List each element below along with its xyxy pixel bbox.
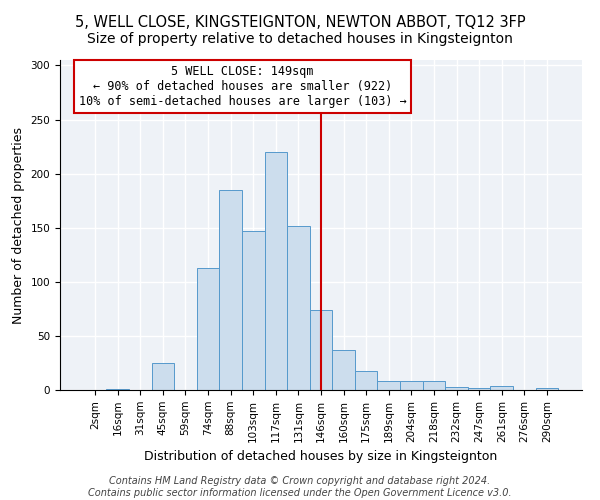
- Bar: [287, 226, 310, 390]
- Text: Contains HM Land Registry data © Crown copyright and database right 2024.
Contai: Contains HM Land Registry data © Crown c…: [88, 476, 512, 498]
- Text: 5, WELL CLOSE, KINGSTEIGNTON, NEWTON ABBOT, TQ12 3FP: 5, WELL CLOSE, KINGSTEIGNTON, NEWTON ABB…: [74, 15, 526, 30]
- Bar: [152, 363, 174, 390]
- Bar: [490, 386, 513, 390]
- Bar: [536, 388, 558, 390]
- Bar: [355, 370, 377, 390]
- Bar: [220, 190, 242, 390]
- Bar: [400, 382, 422, 390]
- Text: Size of property relative to detached houses in Kingsteignton: Size of property relative to detached ho…: [87, 32, 513, 46]
- Y-axis label: Number of detached properties: Number of detached properties: [12, 126, 25, 324]
- Bar: [445, 387, 468, 390]
- X-axis label: Distribution of detached houses by size in Kingsteignton: Distribution of detached houses by size …: [145, 450, 497, 463]
- Bar: [377, 382, 400, 390]
- Bar: [197, 268, 220, 390]
- Bar: [265, 152, 287, 390]
- Bar: [106, 389, 129, 390]
- Bar: [310, 310, 332, 390]
- Bar: [422, 382, 445, 390]
- Bar: [468, 388, 490, 390]
- Text: 5 WELL CLOSE: 149sqm
← 90% of detached houses are smaller (922)
10% of semi-deta: 5 WELL CLOSE: 149sqm ← 90% of detached h…: [79, 65, 407, 108]
- Bar: [332, 350, 355, 390]
- Bar: [242, 231, 265, 390]
